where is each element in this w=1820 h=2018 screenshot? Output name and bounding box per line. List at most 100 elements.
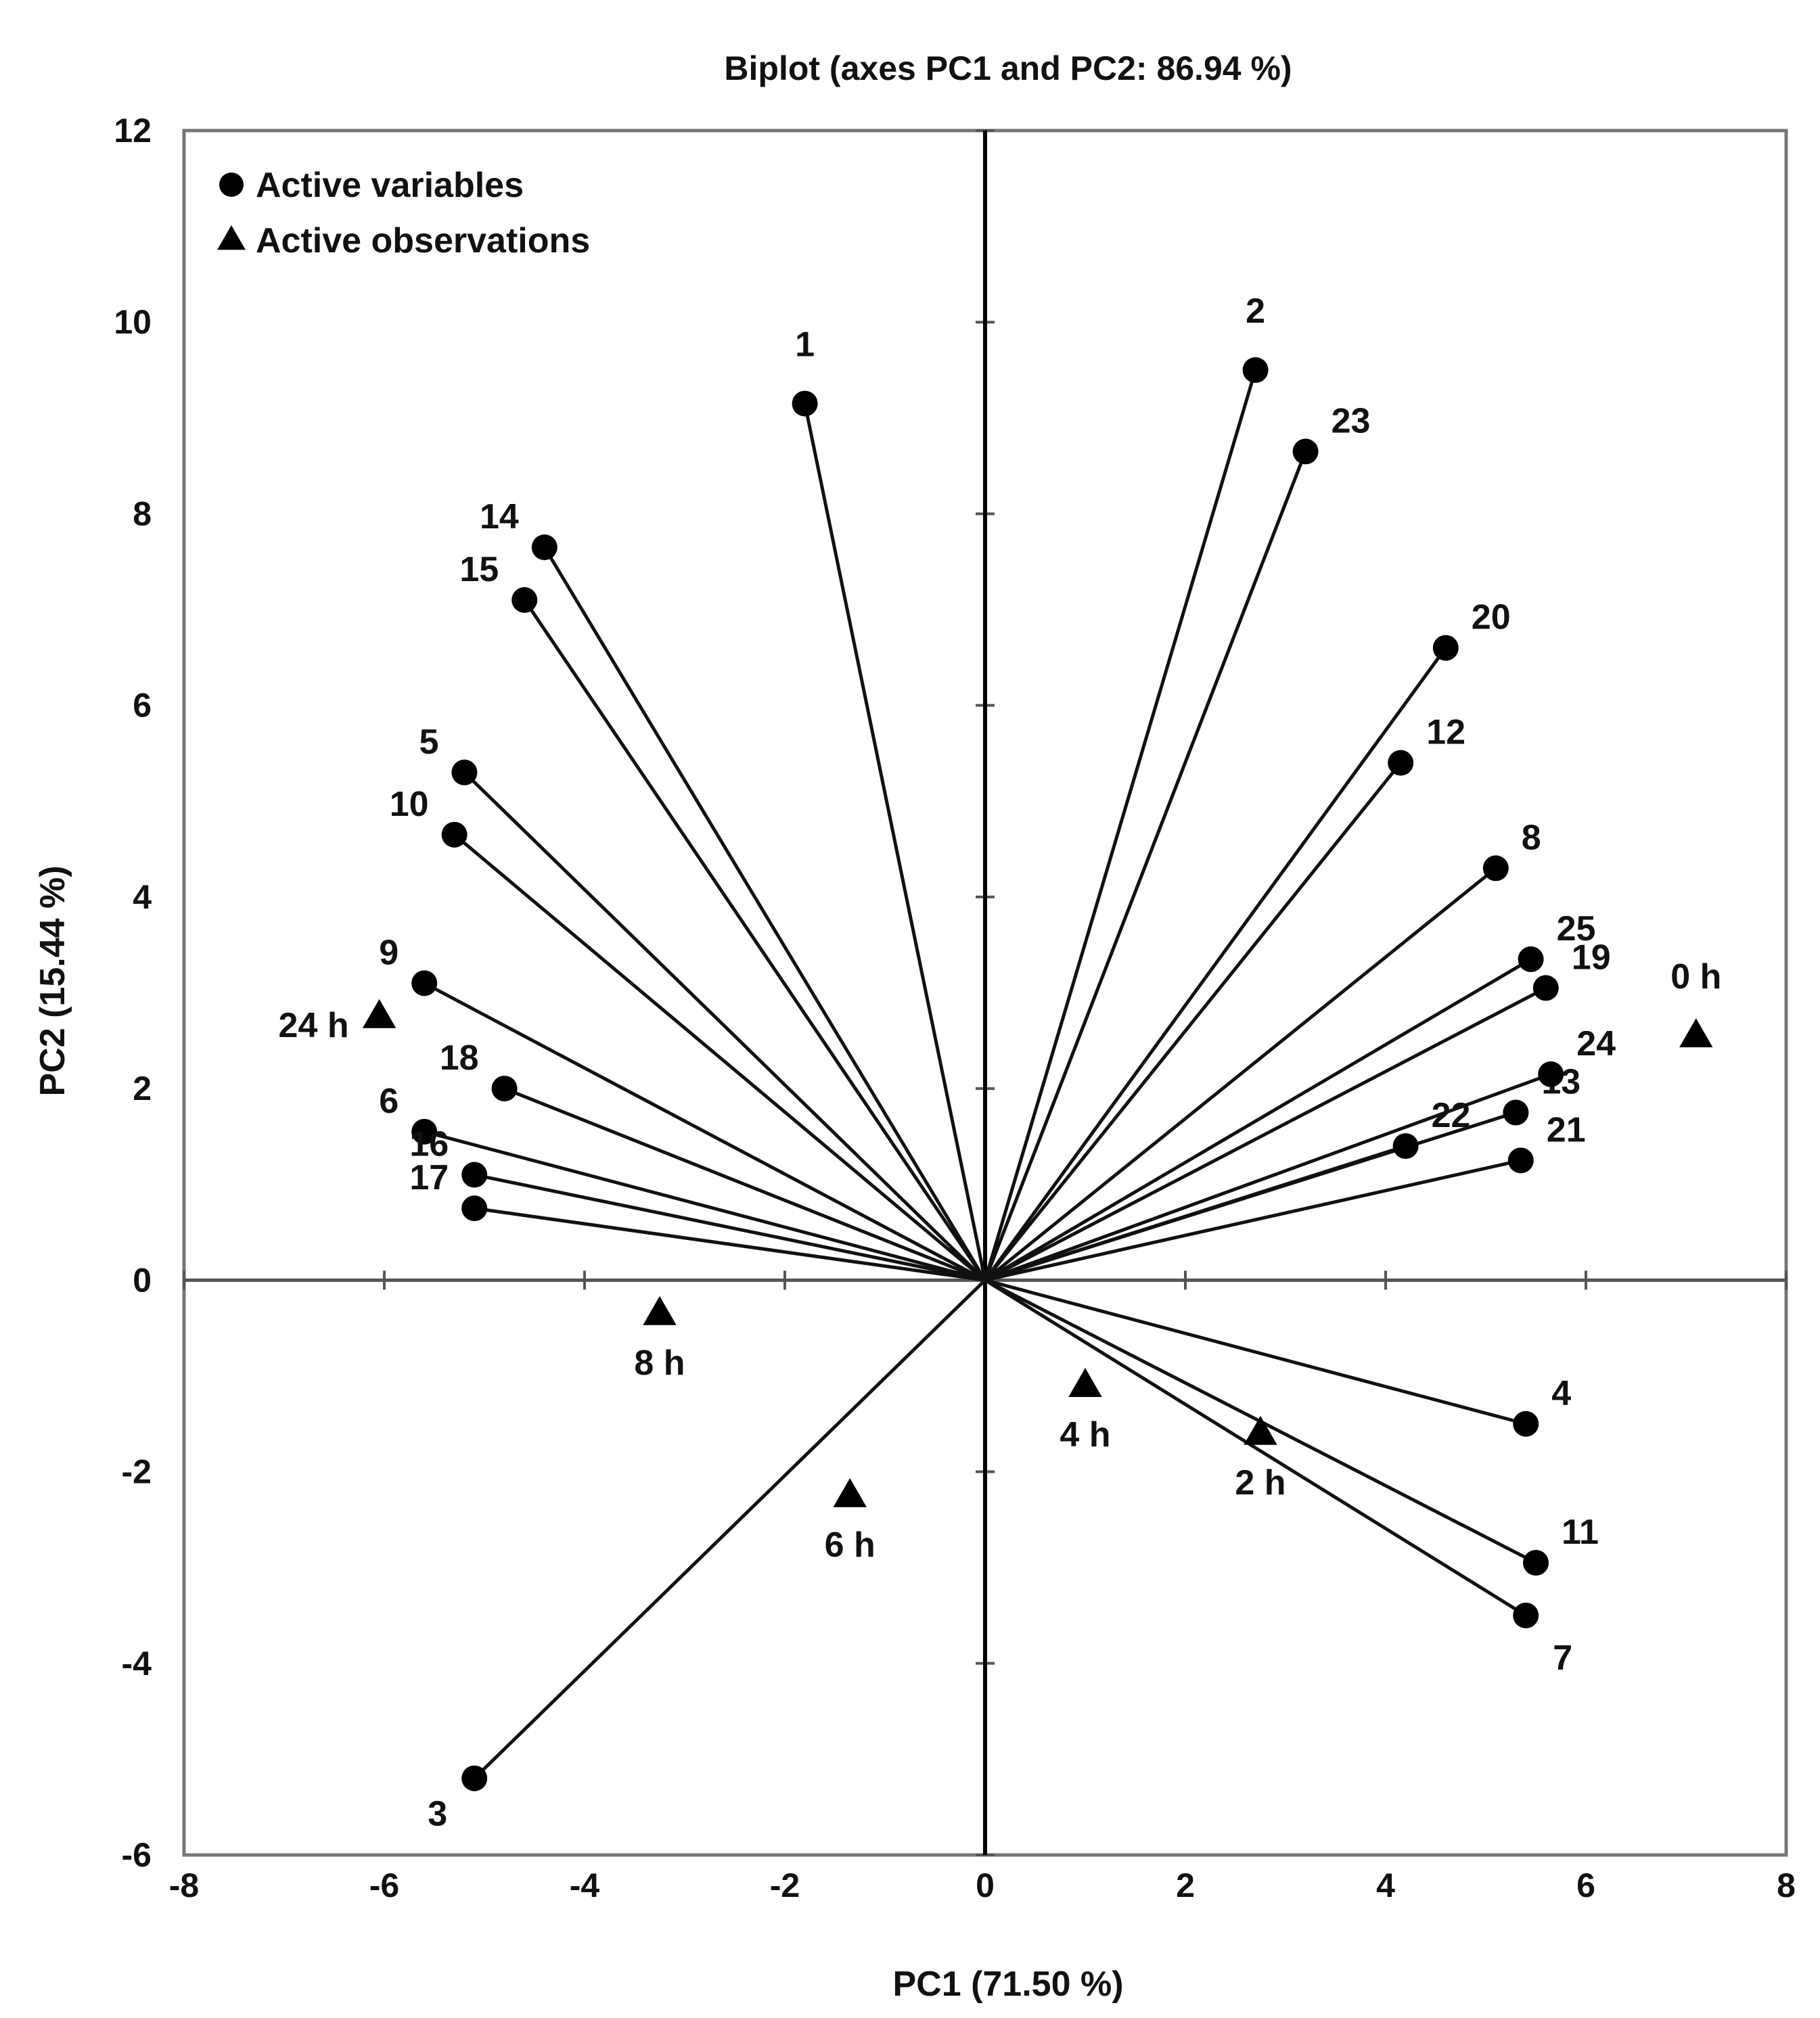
legend-circle-marker [219,173,244,197]
variable-point-14 [531,534,558,561]
x-tick-label: -6 [369,1866,399,1904]
vector-line-23 [983,451,1307,1281]
observation-label: 2 h [1235,1463,1286,1503]
observation-label: 24 h [279,1006,349,1045]
observation-point-6 h [833,1477,867,1507]
variable-point-18 [491,1076,518,1102]
variable-label: 9 [379,933,399,972]
vector-line-16 [474,1173,986,1282]
x-tick-label: 8 [1777,1866,1796,1904]
variable-point-8 [1482,855,1509,881]
y-tick-label: 12 [114,112,152,150]
variable-label: 5 [419,723,438,762]
variable-label: 10 [390,785,429,824]
vector-line-5 [463,771,986,1282]
variable-point-12 [1388,750,1414,776]
x-tick-label: -4 [570,1866,600,1904]
observation-point-2 h [1244,1415,1277,1445]
vector-line-10 [453,833,986,1282]
variable-label: 17 [409,1158,449,1197]
observation-label: 0 h [1670,957,1721,996]
chart-title: Biplot (axes PC1 and PC2: 86.94 %) [724,49,1292,87]
y-tick-label: 10 [114,303,152,341]
observation-point-4 h [1068,1368,1102,1398]
variable-point-2 [1242,357,1269,384]
vector-line-8 [984,867,1497,1282]
vector-line-7 [984,1279,1527,1618]
y-tick-label: 4 [133,878,152,916]
x-tick-label: 2 [1176,1866,1195,1904]
variable-label: 23 [1332,401,1371,440]
observation-label: 6 h [825,1526,875,1565]
variable-point-9 [411,970,438,996]
y-tick-label: -2 [122,1453,152,1491]
x-tick-label: -8 [169,1866,199,1904]
y-tick-label: 0 [133,1261,152,1299]
vector-line-14 [543,546,987,1281]
vector-line-20 [983,647,1447,1281]
variable-point-16 [461,1162,488,1188]
vector-line-21 [984,1158,1522,1282]
legend-label-observations: Active observations [256,221,590,260]
variable-point-21 [1507,1147,1534,1174]
variable-label: 15 [459,550,499,589]
variable-point-20 [1432,635,1459,661]
observation-point-0 h [1679,1018,1713,1048]
variable-point-10 [441,821,468,848]
variable-point-3 [461,1765,488,1791]
variable-label: 8 [1522,818,1541,857]
vector-line-1 [803,403,987,1281]
variable-label: 22 [1432,1096,1471,1135]
y-tick-label: 2 [133,1070,152,1107]
variable-label: 12 [1426,713,1465,752]
vector-line-6 [424,1130,986,1282]
variable-label: 24 [1576,1024,1616,1063]
vector-line-4 [984,1278,1526,1426]
legend: Active variables Active observations [217,166,590,260]
variable-label: 19 [1572,938,1611,977]
y-tick-label: -4 [122,1645,152,1682]
variable-label: 20 [1472,598,1511,637]
variable-point-5 [451,759,478,785]
variable-label: 3 [428,1795,447,1834]
variable-label: 25 [1557,909,1596,948]
variable-point-22 [1392,1133,1419,1160]
vector-line-3 [473,1279,986,1780]
x-tick-label: 0 [976,1866,995,1904]
variable-label: 11 [1562,1513,1599,1552]
observation-point-8 h [643,1295,677,1325]
variable-point-17 [461,1195,488,1222]
variable-label: 7 [1553,1638,1572,1678]
legend-triangle-marker [217,225,246,250]
vector-line-9 [424,982,986,1282]
y-axis-label: PC2 (15.44 %) [33,865,72,1096]
variable-point-7 [1513,1602,1539,1628]
variable-label: 1 [795,325,815,365]
variable-label: 2 [1246,292,1265,331]
vector-line-17 [474,1206,986,1282]
variable-point-4 [1513,1411,1539,1437]
y-tick-label: 8 [133,495,152,532]
variable-point-1 [792,390,818,417]
y-tick-label: -6 [122,1836,152,1874]
variable-point-13 [1503,1099,1529,1126]
variable-label: 14 [480,497,519,536]
variable-point-24 [1538,1061,1564,1087]
variable-point-15 [511,587,538,613]
vector-line-2 [983,369,1257,1281]
x-axis-label: PC1 (71.50 %) [892,1965,1123,2004]
vector-line-25 [984,957,1532,1282]
variable-point-11 [1523,1550,1549,1576]
variable-label: 16 [409,1125,449,1164]
variable-point-6 [411,1118,438,1145]
vector-line-12 [984,762,1403,1281]
y-tick-label: 6 [133,687,152,725]
variable-label: 21 [1547,1110,1586,1149]
legend-label-variables: Active variables [256,166,524,205]
variable-point-25 [1518,946,1544,972]
vector-line-24 [984,1072,1552,1282]
vector-line-18 [503,1086,986,1282]
variable-label: 18 [440,1038,479,1078]
x-tick-label: 6 [1576,1866,1595,1904]
